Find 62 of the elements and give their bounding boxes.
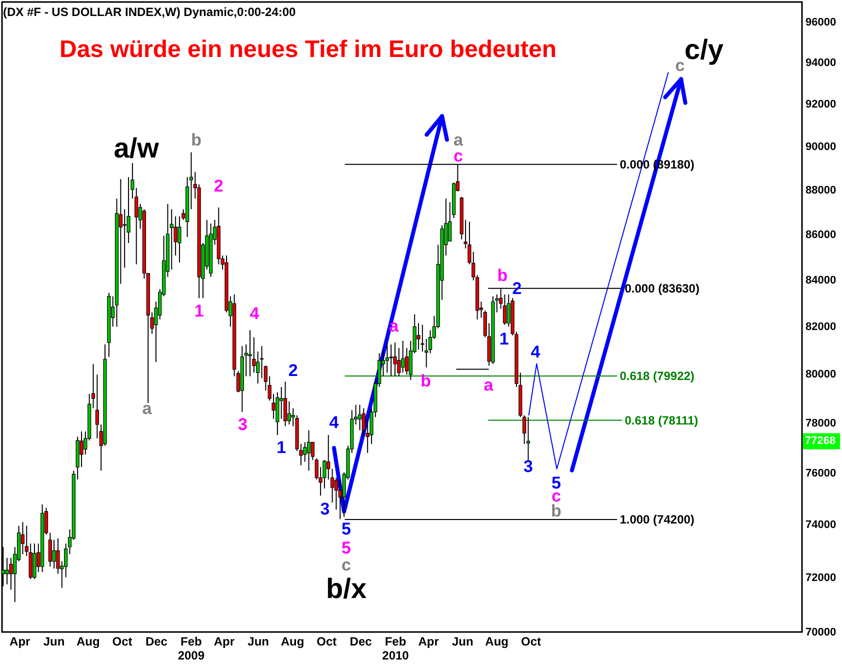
annotation: c: [342, 555, 352, 574]
x-tick-label: Apr: [10, 634, 31, 648]
x-tick-label: Oct: [112, 634, 132, 648]
x-tick-label: Dec: [145, 634, 168, 648]
y-tick-label: 74000: [806, 519, 836, 532]
x-tick-label: Apr: [214, 634, 235, 648]
annotation: b: [420, 371, 431, 390]
y-tick-label: 84000: [806, 274, 836, 286]
annotation: a: [142, 399, 152, 418]
y-tick-label: 82000: [806, 320, 836, 333]
annotation: 4: [329, 413, 340, 432]
y-tick-label: 80000: [806, 368, 836, 381]
y-tick-label: 94000: [806, 57, 836, 70]
x-tick-label: Aug: [280, 634, 304, 648]
y-tick-label: 88000: [806, 184, 836, 197]
annotation: 1: [499, 329, 509, 348]
series-label: 0.000 (83630): [624, 281, 700, 296]
annotation: b: [551, 502, 562, 521]
y-tick-label: 78000: [806, 418, 836, 430]
text: 77268: [805, 435, 836, 448]
annotation: 1: [194, 302, 204, 321]
annotation: 4: [530, 342, 541, 362]
x-tick-label: Feb 2010: [382, 634, 410, 662]
annotation: c: [675, 56, 685, 75]
annotation: 2: [214, 176, 224, 196]
annotation: 5: [342, 538, 352, 558]
x-tick-label: Dec: [350, 634, 372, 648]
x-tick-label: Jun: [248, 634, 270, 648]
annotation: 1: [276, 438, 286, 457]
series-label: 0.618 (79922): [620, 369, 694, 384]
series-label: 0.618 (78111): [624, 413, 698, 428]
y-tick-label: 96000: [806, 16, 836, 29]
y-tick-label: 70000: [806, 626, 836, 638]
y-tick-label: 72000: [806, 572, 836, 584]
annotation: 5: [552, 474, 561, 493]
annotation: a: [484, 375, 494, 394]
annotation: b/x: [326, 573, 367, 604]
annotation: 3: [320, 500, 330, 519]
text: Das würde ein neues Tief im Euro bedeuten: [59, 36, 557, 63]
x-tick-label: Feb 2009: [178, 634, 205, 662]
x-tick-label: Oct: [316, 634, 337, 648]
y-tick-label: 90000: [806, 141, 836, 154]
x-tick-label: Aug: [485, 634, 508, 648]
x-tick-label: Aug: [76, 634, 100, 648]
annotation: b: [497, 266, 508, 285]
annotation: 2: [288, 361, 298, 380]
y-tick-label: 92000: [806, 98, 836, 111]
series-label: 1.000 (74200): [620, 512, 694, 526]
annotation: 3: [238, 414, 248, 434]
chart-title: (DX #F - US DOLLAR INDEX,W) Dynamic,0:00-24:00: [3, 5, 296, 19]
annotation: 3: [524, 456, 533, 476]
y-tick-label: 76000: [806, 468, 836, 480]
annotation: a/w: [114, 132, 160, 164]
y-tick-label: 86000: [806, 228, 836, 241]
x-tick-label: Apr: [418, 634, 440, 648]
annotation: b: [191, 130, 202, 150]
x-tick-label: Jun: [452, 634, 474, 648]
x-tick-label: Oct: [520, 634, 541, 648]
x-tick-label: Jun: [43, 634, 65, 648]
annotation: 5: [342, 519, 352, 538]
annotation: 4: [250, 304, 260, 323]
annotation: c/y: [684, 34, 724, 65]
